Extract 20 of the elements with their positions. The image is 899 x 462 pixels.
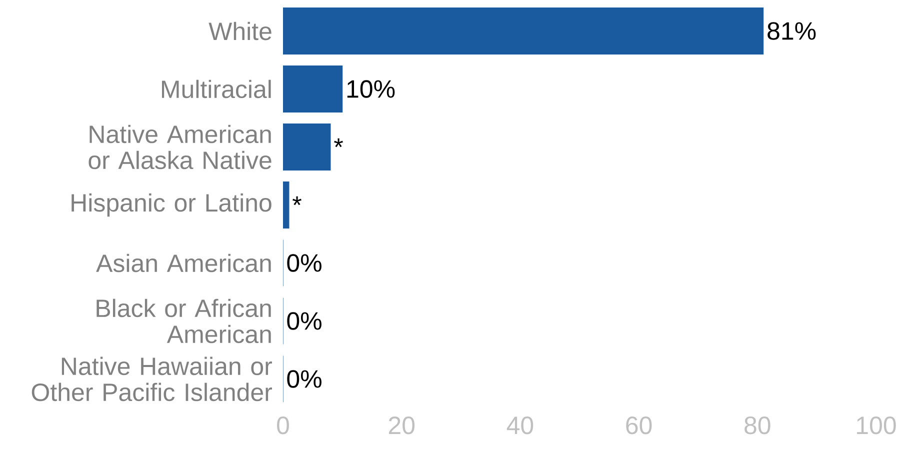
data-label: * [334,138,343,148]
data-label: * [292,196,302,206]
y-tick-label: White [208,22,272,40]
data-label: 0% [287,370,322,388]
data-label: 81% [768,22,816,40]
y-tick-label: Black or African American [96,298,271,344]
x-tick-label: 0 [277,416,289,434]
y-tick-label: Multiracial [162,80,271,98]
x-tick-label: 20 [388,416,415,434]
x-tick-label: 40 [506,416,534,434]
x-tick-label: 100 [857,416,896,434]
y-tick-label: Hispanic or Latino [72,193,272,217]
data-label: 0% [287,254,322,272]
y-tick-label: Asian American [96,254,271,272]
x-tick-label: 80 [744,416,770,434]
data-label: 0% [287,312,322,330]
x-tick-label: 60 [626,416,652,434]
y-tick-label: Native American or Alaska Native [88,124,272,170]
data-label: 10% [347,80,395,98]
y-tick-label: Native Hawaiian or Other Pacific Islander [32,356,272,402]
